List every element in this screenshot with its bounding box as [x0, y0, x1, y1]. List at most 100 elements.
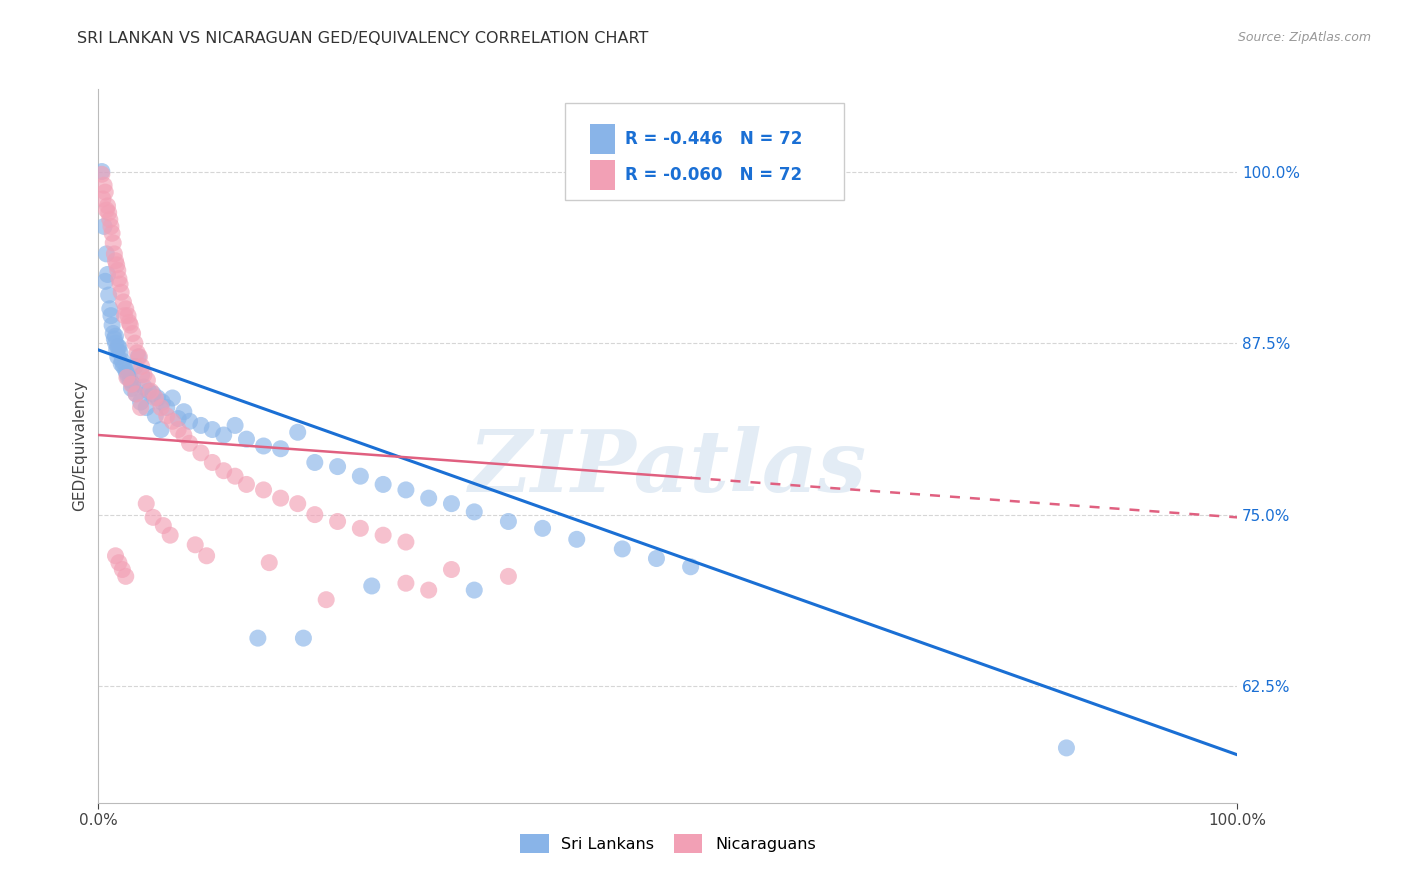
- Point: [127, 345, 149, 359]
- Point: [145, 409, 167, 423]
- Point: [418, 583, 440, 598]
- Point: [326, 515, 349, 529]
- Point: [173, 405, 195, 419]
- Point: [93, 219, 115, 234]
- Point: [190, 446, 212, 460]
- Point: [117, 309, 139, 323]
- Point: [190, 418, 212, 433]
- Point: [565, 533, 588, 547]
- Point: [90, 167, 112, 181]
- Point: [128, 350, 150, 364]
- Point: [463, 583, 485, 598]
- Point: [252, 439, 274, 453]
- Point: [167, 423, 190, 437]
- Point: [360, 579, 382, 593]
- Text: ZIPatlas: ZIPatlas: [468, 425, 868, 509]
- Point: [395, 576, 418, 591]
- Point: [679, 559, 702, 574]
- Point: [94, 274, 117, 288]
- Point: [167, 411, 190, 425]
- Point: [121, 377, 143, 392]
- Point: [498, 515, 520, 529]
- Point: [246, 631, 269, 645]
- Point: [96, 199, 118, 213]
- Y-axis label: GED/Equivalency: GED/Equivalency: [72, 381, 87, 511]
- Point: [98, 301, 121, 316]
- Point: [100, 309, 122, 323]
- Point: [270, 491, 292, 505]
- Point: [201, 455, 224, 469]
- Point: [270, 442, 292, 456]
- Point: [97, 288, 120, 302]
- Point: [142, 387, 165, 401]
- Point: [108, 556, 131, 570]
- FancyBboxPatch shape: [565, 103, 845, 200]
- Point: [131, 368, 153, 382]
- Point: [110, 285, 132, 300]
- Point: [129, 395, 152, 409]
- Point: [103, 247, 125, 261]
- Point: [91, 192, 114, 206]
- Point: [212, 428, 235, 442]
- Point: [156, 409, 179, 423]
- Point: [212, 464, 235, 478]
- Point: [93, 178, 115, 193]
- Point: [115, 366, 138, 380]
- Point: [96, 268, 118, 282]
- Text: SRI LANKAN VS NICARAGUAN GED/EQUIVALENCY CORRELATION CHART: SRI LANKAN VS NICARAGUAN GED/EQUIVALENCY…: [77, 31, 648, 46]
- Point: [101, 318, 124, 333]
- Point: [1054, 740, 1078, 755]
- Point: [97, 205, 120, 219]
- Point: [150, 395, 173, 409]
- Point: [252, 483, 274, 497]
- Point: [349, 469, 371, 483]
- Point: [136, 373, 159, 387]
- Point: [146, 391, 169, 405]
- Point: [98, 212, 121, 227]
- Point: [315, 592, 337, 607]
- Point: [224, 469, 246, 483]
- Point: [304, 455, 326, 469]
- Point: [135, 401, 157, 415]
- Point: [395, 483, 418, 497]
- Point: [292, 631, 315, 645]
- Point: [349, 521, 371, 535]
- Point: [645, 551, 668, 566]
- Point: [304, 508, 326, 522]
- Point: [195, 549, 218, 563]
- Point: [117, 370, 139, 384]
- Point: [142, 510, 165, 524]
- Point: [118, 316, 141, 330]
- Point: [114, 309, 136, 323]
- Point: [131, 359, 153, 374]
- Point: [418, 491, 440, 505]
- Point: [150, 401, 173, 415]
- Point: [120, 377, 142, 392]
- Legend: Sri Lankans, Nicaraguans: Sri Lankans, Nicaraguans: [513, 828, 823, 859]
- Text: R = -0.060   N = 72: R = -0.060 N = 72: [624, 166, 801, 184]
- Point: [463, 505, 485, 519]
- Point: [105, 343, 128, 357]
- Point: [162, 391, 184, 405]
- Point: [152, 518, 174, 533]
- Point: [120, 373, 142, 387]
- Point: [108, 345, 131, 359]
- Point: [129, 401, 152, 415]
- Point: [150, 423, 173, 437]
- Point: [94, 185, 117, 199]
- Point: [112, 294, 135, 309]
- Point: [179, 436, 201, 450]
- FancyBboxPatch shape: [591, 124, 616, 154]
- Point: [326, 459, 349, 474]
- Point: [104, 253, 127, 268]
- FancyBboxPatch shape: [591, 160, 616, 190]
- Point: [104, 549, 127, 563]
- Point: [114, 569, 136, 583]
- Point: [235, 432, 257, 446]
- Point: [184, 538, 207, 552]
- Point: [101, 227, 124, 241]
- Point: [371, 528, 394, 542]
- Point: [111, 354, 134, 368]
- Point: [179, 414, 201, 428]
- Point: [440, 562, 463, 576]
